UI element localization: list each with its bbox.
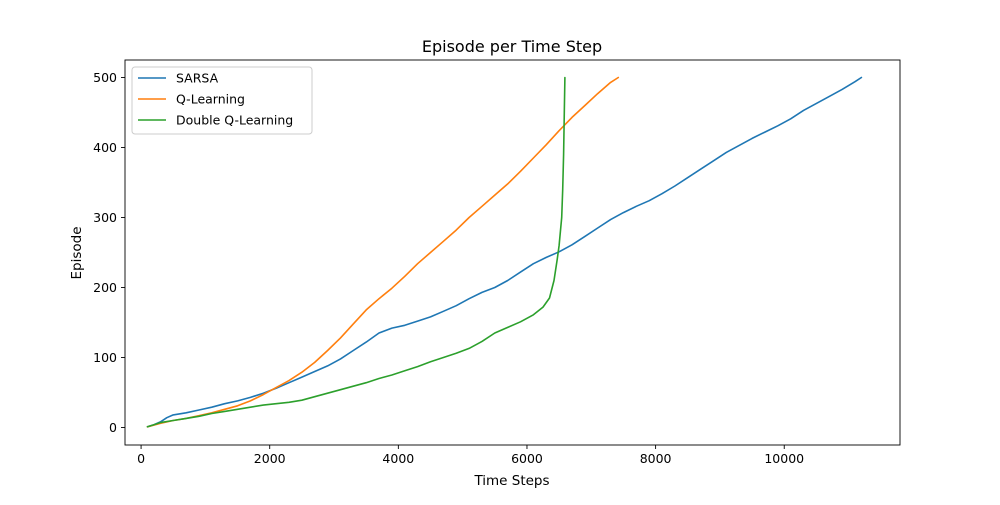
series-line-2 bbox=[146, 76, 620, 428]
y-axis-ticks: 0 100 200 300 400 500 bbox=[93, 70, 125, 435]
x-axis-ticks: 0 2000 4000 6000 8000 10000 bbox=[137, 445, 804, 466]
legend-box bbox=[131, 66, 313, 135]
y-axis-label: Episode bbox=[69, 226, 85, 279]
legend-label-1: SARSA bbox=[176, 71, 219, 86]
x-tick-label: 6000 bbox=[511, 451, 543, 466]
y-tick-label: 0 bbox=[109, 420, 117, 435]
x-tick-label: 8000 bbox=[640, 451, 672, 466]
y-tick-label: 300 bbox=[93, 210, 117, 225]
x-tick-label: 2000 bbox=[254, 451, 286, 466]
legend-label-2: Q-Learning bbox=[176, 92, 245, 107]
series-line-1 bbox=[146, 76, 863, 428]
series-line-3 bbox=[146, 76, 566, 428]
x-tick-label: 0 bbox=[137, 451, 145, 466]
plot-frame bbox=[124, 59, 901, 446]
chart-title: Episode per Time Step bbox=[422, 37, 602, 56]
legend-label-3: Double Q-Learning bbox=[176, 113, 293, 128]
x-axis-label: Time Steps bbox=[473, 473, 549, 489]
y-tick-label: 100 bbox=[93, 350, 117, 365]
y-tick-label: 200 bbox=[93, 280, 117, 295]
series-lines bbox=[146, 76, 863, 428]
x-tick-label: 10000 bbox=[764, 451, 804, 466]
y-tick-label: 500 bbox=[93, 70, 117, 85]
x-tick-label: 4000 bbox=[382, 451, 414, 466]
y-tick-label: 400 bbox=[93, 140, 117, 155]
legend: SARSA Q-Learning Double Q-Learning bbox=[131, 66, 313, 135]
